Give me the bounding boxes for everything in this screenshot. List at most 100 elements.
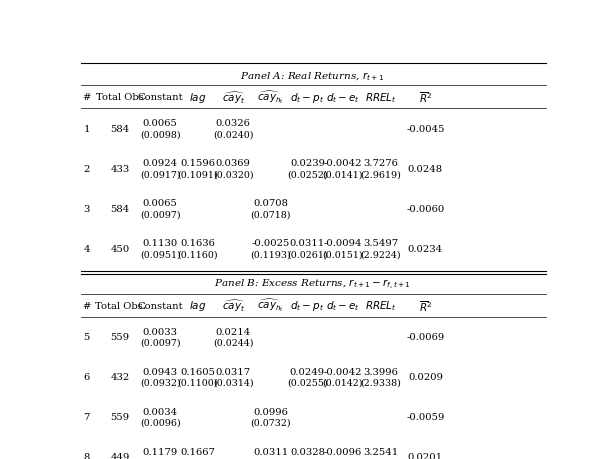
Text: (0.0917): (0.0917)	[140, 170, 180, 179]
Text: 433: 433	[110, 165, 130, 174]
Text: (0.1193): (0.1193)	[250, 250, 291, 259]
Text: Panel A: Real Returns, $r_{t+1}$: Panel A: Real Returns, $r_{t+1}$	[240, 70, 384, 83]
Text: (0.0151): (0.0151)	[323, 458, 363, 459]
Text: 0.0239: 0.0239	[290, 159, 325, 168]
Text: 0.0065: 0.0065	[143, 119, 178, 128]
Text: (0.1214): (0.1214)	[250, 458, 291, 459]
Text: 1: 1	[83, 125, 90, 134]
Text: (2.9619): (2.9619)	[360, 170, 401, 179]
Text: (0.0732): (0.0732)	[250, 418, 291, 427]
Text: 0.0996: 0.0996	[253, 407, 288, 416]
Text: 0.1636: 0.1636	[180, 239, 216, 248]
Text: $\overline{R}^2$: $\overline{R}^2$	[419, 298, 432, 313]
Text: 0.0708: 0.0708	[253, 199, 288, 208]
Text: 5: 5	[83, 332, 90, 341]
Text: 0.0209: 0.0209	[408, 372, 443, 381]
Text: 584: 584	[110, 125, 130, 134]
Text: 0.0369: 0.0369	[216, 159, 251, 168]
Text: (0.1160): (0.1160)	[178, 250, 218, 259]
Text: (0.0097): (0.0097)	[140, 210, 180, 219]
Text: 3.5497: 3.5497	[363, 239, 398, 248]
Text: #: #	[82, 93, 91, 102]
Text: (0.0151): (0.0151)	[323, 250, 363, 259]
Text: -0.0060: -0.0060	[406, 205, 445, 213]
Text: Panel B: Excess Returns, $r_{t+1} - r_{f,t+1}$: Panel B: Excess Returns, $r_{t+1} - r_{f…	[214, 277, 410, 291]
Text: 0.0034: 0.0034	[143, 407, 178, 416]
Text: 0.0249: 0.0249	[290, 367, 325, 376]
Text: (0.0142): (0.0142)	[323, 378, 363, 387]
Text: $d_t - p_t$: $d_t - p_t$	[290, 298, 325, 313]
Text: (0.1091): (0.1091)	[178, 170, 218, 179]
Text: (2.9338): (2.9338)	[360, 378, 401, 387]
Text: Total Obs.: Total Obs.	[94, 301, 146, 310]
Text: 559: 559	[110, 332, 130, 341]
Text: (0.0718): (0.0718)	[250, 210, 291, 219]
Text: 2: 2	[83, 165, 90, 174]
Text: -0.0069: -0.0069	[406, 332, 445, 341]
Text: (0.0314): (0.0314)	[213, 378, 253, 387]
Text: $\widehat{cay}_{h_t}$: $\widehat{cay}_{h_t}$	[257, 90, 284, 106]
Text: (0.0255): (0.0255)	[287, 378, 328, 387]
Text: 0.0326: 0.0326	[216, 119, 251, 128]
Text: 3.7276: 3.7276	[363, 159, 398, 168]
Text: -0.0059: -0.0059	[406, 412, 445, 421]
Text: 3.3996: 3.3996	[363, 367, 398, 376]
Text: 8: 8	[83, 452, 90, 459]
Text: 0.0234: 0.0234	[408, 245, 443, 253]
Text: (0.0240): (0.0240)	[213, 130, 253, 139]
Text: 0.0317: 0.0317	[216, 367, 251, 376]
Text: 0.0328: 0.0328	[290, 447, 325, 456]
Text: (0.1100): (0.1100)	[178, 378, 218, 387]
Text: 0.0065: 0.0065	[143, 199, 178, 208]
Text: $d_t - e_t$: $d_t - e_t$	[326, 91, 360, 105]
Text: 0.0248: 0.0248	[408, 165, 443, 174]
Text: 0.0311: 0.0311	[290, 239, 325, 248]
Text: (0.0320): (0.0320)	[213, 170, 253, 179]
Text: 0.0033: 0.0033	[143, 327, 178, 336]
Text: (0.0261): (0.0261)	[287, 250, 328, 259]
Text: -0.0094: -0.0094	[323, 239, 362, 248]
Text: 432: 432	[110, 372, 130, 381]
Text: $\widehat{cay}_t$: $\widehat{cay}_t$	[222, 90, 245, 106]
Text: 0.0943: 0.0943	[143, 367, 178, 376]
Text: 4: 4	[83, 245, 90, 253]
Text: $d_t - p_t$: $d_t - p_t$	[290, 91, 325, 105]
Text: 584: 584	[110, 205, 130, 213]
Text: 0.1596: 0.1596	[180, 159, 216, 168]
Text: 3.2541: 3.2541	[363, 447, 398, 456]
Text: (0.0932): (0.0932)	[139, 378, 180, 387]
Text: (0.1169): (0.1169)	[177, 458, 218, 459]
Text: (0.0965): (0.0965)	[139, 458, 181, 459]
Text: -0.0096: -0.0096	[323, 447, 362, 456]
Text: 7: 7	[83, 412, 90, 421]
Text: 0.1130: 0.1130	[143, 239, 178, 248]
Text: 0.0924: 0.0924	[143, 159, 178, 168]
Text: (0.0098): (0.0098)	[140, 130, 180, 139]
Text: -0.0042: -0.0042	[323, 367, 362, 376]
Text: (0.0141): (0.0141)	[323, 170, 363, 179]
Text: 449: 449	[110, 452, 130, 459]
Text: 3: 3	[83, 205, 90, 213]
Text: $\overline{R}^2$: $\overline{R}^2$	[419, 90, 432, 105]
Text: $lag$: $lag$	[189, 298, 206, 313]
Text: 0.1179: 0.1179	[143, 447, 178, 456]
Text: Constant: Constant	[137, 93, 183, 102]
Text: (0.0252): (0.0252)	[287, 170, 328, 179]
Text: (0.0951): (0.0951)	[139, 250, 180, 259]
Text: 0.0214: 0.0214	[216, 327, 251, 336]
Text: -0.0025: -0.0025	[252, 239, 290, 248]
Text: (2.9224): (2.9224)	[361, 250, 401, 259]
Text: $\widehat{cay}_{h_t}$: $\widehat{cay}_{h_t}$	[257, 297, 284, 314]
Text: (0.0244): (0.0244)	[213, 338, 253, 347]
Text: (0.0264): (0.0264)	[287, 458, 328, 459]
Text: Total Obs: Total Obs	[96, 93, 144, 102]
Text: 0.0201: 0.0201	[408, 452, 443, 459]
Text: 6: 6	[83, 372, 90, 381]
Text: $lag$: $lag$	[189, 91, 206, 105]
Text: #: #	[82, 301, 91, 310]
Text: 0.1667: 0.1667	[180, 447, 216, 456]
Text: $RREL_t$: $RREL_t$	[365, 91, 396, 105]
Text: 0.1605: 0.1605	[180, 367, 216, 376]
Text: (0.0097): (0.0097)	[140, 338, 180, 347]
Text: $RREL_t$: $RREL_t$	[365, 299, 396, 313]
